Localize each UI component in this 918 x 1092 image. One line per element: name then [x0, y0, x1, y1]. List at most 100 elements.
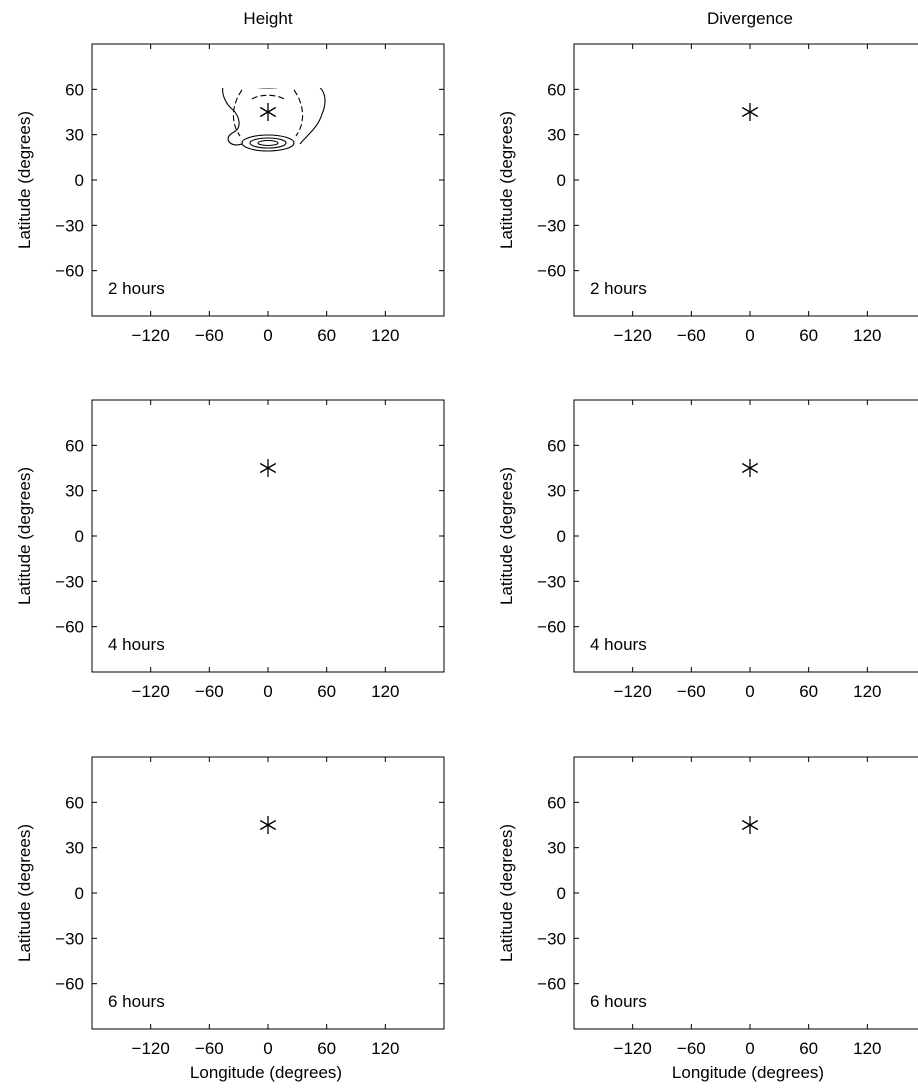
x-tick-label: −120 — [132, 1039, 170, 1058]
contour-negative — [293, 89, 304, 137]
y-tick-label: −30 — [55, 216, 84, 235]
source-marker — [259, 816, 277, 834]
contour-negative — [574, 779, 624, 793]
x-tick-label: 60 — [317, 1039, 336, 1058]
y-tick-label: −60 — [537, 618, 566, 637]
y-axis-label: Latitude (degrees) — [497, 824, 516, 962]
x-tick-label: 120 — [853, 682, 881, 701]
plot-frame — [573, 756, 918, 1030]
contour-negative — [238, 434, 298, 440]
contour-negative — [328, 822, 340, 828]
contour-negative — [244, 448, 292, 454]
contour-positive — [248, 528, 280, 536]
contour-positive — [728, 409, 772, 416]
x-tick-label: −60 — [195, 1039, 224, 1058]
y-tick-label: 30 — [65, 482, 84, 501]
column-title-height: Height — [243, 9, 292, 28]
y-tick-label: 30 — [65, 839, 84, 858]
y-tick-label: −30 — [537, 216, 566, 235]
contour-positive — [92, 775, 158, 801]
y-tick-label: 0 — [75, 527, 84, 546]
contour-positive — [854, 771, 918, 801]
contour-positive — [222, 481, 339, 538]
x-tick-label: 120 — [853, 1039, 881, 1058]
y-axis-label: Latitude (degrees) — [497, 467, 516, 605]
x-tick-label: 60 — [799, 326, 818, 345]
contour-positive — [254, 77, 282, 83]
contour-positive — [730, 962, 770, 972]
y-axis-label: Latitude (degrees) — [15, 467, 34, 605]
plot-frame — [573, 43, 918, 317]
contour-positive — [257, 88, 279, 89]
contour-positive — [241, 134, 295, 152]
contour-negative — [232, 422, 304, 432]
contour-negative — [850, 765, 918, 783]
source-marker — [741, 459, 759, 477]
x-tick-label: −120 — [132, 682, 170, 701]
contour-positive — [222, 88, 243, 146]
contour-lines — [538, 759, 918, 984]
contour-positive — [299, 88, 326, 145]
contour-negative — [726, 140, 774, 148]
y-tick-label: 60 — [547, 80, 566, 99]
contour-lines — [92, 762, 444, 968]
contour-positive — [738, 82, 762, 86]
panel-height-4-hours: −120 −60 0 60 120 60 30 0 −30 −60 Latitude (degree… — [15, 399, 445, 701]
contour-positive — [184, 403, 212, 470]
source-marker — [259, 103, 277, 121]
contour-negative — [724, 434, 776, 439]
y-tick-label: −30 — [537, 572, 566, 591]
panel-divergence-6-hours: −120 −60 0 60 120 60 30 0 −30 −60 Latitude (degree… — [497, 756, 918, 1082]
time-annotation: 4 hours — [108, 635, 165, 654]
contour-positive — [732, 130, 768, 142]
x-tick-label: 60 — [799, 682, 818, 701]
x-tick-label: 0 — [745, 1039, 754, 1058]
plot-frame — [573, 399, 918, 673]
contour-positive — [730, 80, 770, 88]
contour-negative — [724, 973, 776, 981]
x-tick-label: 120 — [371, 326, 399, 345]
y-tick-label: −30 — [55, 572, 84, 591]
y-tick-label: 0 — [557, 171, 566, 190]
contour-lines — [184, 403, 354, 538]
x-tick-label: 0 — [745, 326, 754, 345]
contour-negative — [244, 939, 288, 944]
contour-positive — [737, 527, 763, 533]
contour-positive — [194, 467, 206, 477]
time-annotation: 6 hours — [108, 992, 165, 1011]
contour-negative — [666, 401, 918, 402]
y-tick-label: 0 — [75, 171, 84, 190]
contour-positive — [700, 406, 800, 426]
source-marker — [741, 103, 759, 121]
x-axis-label: Longitude (degrees) — [672, 1063, 824, 1082]
x-tick-label: 0 — [263, 1039, 272, 1058]
x-tick-label: −120 — [614, 326, 652, 345]
x-tick-label: −60 — [195, 682, 224, 701]
y-tick-label: 0 — [75, 884, 84, 903]
y-tick-label: 30 — [547, 839, 566, 858]
contour-negative — [248, 512, 284, 517]
contour-positive — [261, 79, 275, 82]
panel-height-2-hours: −120 −60 0 60 120 60 30 0 −30 −60 Latitude (degree… — [15, 43, 445, 345]
contour-positive — [248, 957, 284, 967]
y-tick-label: −60 — [55, 618, 84, 637]
contour-positive — [337, 464, 351, 476]
contour-negative — [574, 759, 670, 769]
y-axis-label: Latitude (degrees) — [15, 824, 34, 962]
x-tick-label: −120 — [614, 1039, 652, 1058]
contour-negative — [251, 94, 285, 100]
time-annotation: 6 hours — [590, 992, 647, 1011]
x-tick-label: 0 — [263, 326, 272, 345]
x-axis-label: Longitude (degrees) — [190, 1063, 342, 1082]
y-tick-label: −60 — [55, 975, 84, 994]
panel-divergence-2-hours: −120 −60 0 60 120 60 30 0 −30 −60 Latitude (degree… — [497, 43, 918, 345]
x-tick-label: 0 — [263, 682, 272, 701]
contour-negative — [360, 769, 444, 791]
y-tick-label: 0 — [557, 884, 566, 903]
contour-negative — [730, 127, 770, 133]
plot-frame — [91, 43, 445, 317]
x-tick-label: −120 — [614, 682, 652, 701]
plot-frame — [91, 756, 445, 1030]
source-marker — [741, 816, 759, 834]
